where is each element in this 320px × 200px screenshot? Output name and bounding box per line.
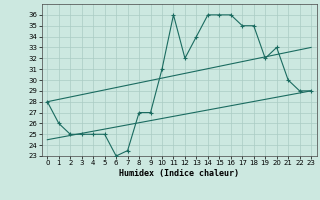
X-axis label: Humidex (Indice chaleur): Humidex (Indice chaleur) [119,169,239,178]
